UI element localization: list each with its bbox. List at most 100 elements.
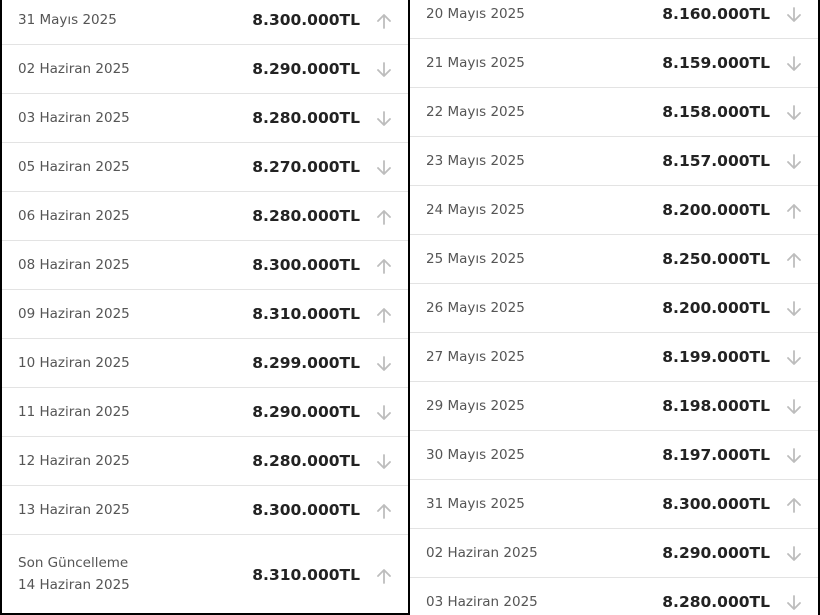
price-value: 8.200.000TL (662, 201, 770, 219)
price-date: 31 Mayıs 2025 (426, 496, 525, 512)
price-row: 30 Mayıs 2025 8.197.000TL (410, 431, 818, 480)
price-date: 06 Haziran 2025 (18, 208, 130, 224)
price-row: 02 Haziran 2025 8.290.000TL (410, 529, 818, 578)
price-row: 23 Mayıs 2025 8.157.000TL (410, 137, 818, 186)
price-value: 8.280.000TL (662, 593, 770, 611)
arrow-up-icon (376, 258, 392, 274)
price-date: 25 Mayıs 2025 (426, 251, 525, 267)
price-value: 8.280.000TL (252, 452, 360, 470)
price-date: 02 Haziran 2025 (18, 61, 130, 77)
price-date: 20 Mayıs 2025 (426, 6, 525, 22)
price-row: 22 Mayıs 2025 8.158.000TL (410, 88, 818, 137)
price-row: 26 Mayıs 2025 8.200.000TL (410, 284, 818, 333)
last-update-label: Son Güncelleme (18, 555, 129, 571)
price-row: 09 Haziran 2025 8.310.000TL (2, 290, 408, 339)
price-row: 29 Mayıs 2025 8.198.000TL (410, 382, 818, 431)
price-value: 8.300.000TL (252, 501, 360, 519)
price-row: 31 Mayıs 2025 8.300.000TL (2, 0, 408, 45)
price-value: 8.280.000TL (252, 207, 360, 225)
price-value: 8.290.000TL (662, 544, 770, 562)
price-row: 31 Mayıs 2025 8.300.000TL (410, 480, 818, 529)
price-date: 02 Haziran 2025 (426, 545, 538, 561)
price-row: 24 Mayıs 2025 8.200.000TL (410, 186, 818, 235)
price-row: 25 Mayıs 2025 8.250.000TL (410, 235, 818, 284)
price-row: 27 Mayıs 2025 8.199.000TL (410, 333, 818, 382)
last-update-date: 14 Haziran 2025 (18, 577, 130, 593)
price-row: 21 Mayıs 2025 8.159.000TL (410, 39, 818, 88)
price-date: 13 Haziran 2025 (18, 502, 130, 518)
price-row: 05 Haziran 2025 8.270.000TL (2, 143, 408, 192)
arrow-down-icon (786, 105, 802, 121)
price-date: 03 Haziran 2025 (18, 110, 130, 126)
arrow-down-icon (376, 405, 392, 421)
price-date: 12 Haziran 2025 (18, 453, 130, 469)
price-value: 8.310.000TL (252, 566, 360, 584)
price-value: 8.299.000TL (252, 354, 360, 372)
price-value: 8.158.000TL (662, 103, 770, 121)
price-date: 30 Mayıs 2025 (426, 447, 525, 463)
price-value: 8.250.000TL (662, 250, 770, 268)
price-value: 8.160.000TL (662, 5, 770, 23)
arrow-down-icon (376, 62, 392, 78)
price-date: 24 Mayıs 2025 (426, 202, 525, 218)
price-row: 13 Haziran 2025 8.300.000TL (2, 486, 408, 535)
price-value: 8.310.000TL (252, 305, 360, 323)
arrow-up-icon (376, 307, 392, 323)
price-date: 26 Mayıs 2025 (426, 300, 525, 316)
price-row: 10 Haziran 2025 8.299.000TL (2, 339, 408, 388)
price-value: 8.300.000TL (662, 495, 770, 513)
price-date: 10 Haziran 2025 (18, 355, 130, 371)
arrow-down-icon (786, 154, 802, 170)
arrow-down-icon (786, 7, 802, 23)
price-history-left-panel: 31 Mayıs 2025 8.300.000TL 02 Haziran 2025 8… (2, 0, 408, 613)
last-update-row: Son Güncelleme 14 Haziran 2025 8.310.000TL (2, 535, 408, 613)
price-value: 8.159.000TL (662, 54, 770, 72)
price-date: 03 Haziran 2025 (426, 594, 538, 610)
price-row: 06 Haziran 2025 8.280.000TL (2, 192, 408, 241)
arrow-up-icon (376, 568, 392, 584)
price-value: 8.290.000TL (252, 60, 360, 78)
arrow-down-icon (786, 56, 802, 72)
arrow-down-icon (786, 301, 802, 317)
arrow-down-icon (376, 454, 392, 470)
price-date: 31 Mayıs 2025 (18, 12, 117, 28)
price-row: 03 Haziran 2025 8.280.000TL (2, 94, 408, 143)
arrow-down-icon (376, 160, 392, 176)
arrow-up-icon (786, 203, 802, 219)
arrow-up-icon (376, 209, 392, 225)
price-row: 11 Haziran 2025 8.290.000TL (2, 388, 408, 437)
price-value: 8.270.000TL (252, 158, 360, 176)
arrow-down-icon (786, 350, 802, 366)
arrow-down-icon (786, 595, 802, 611)
price-date: 11 Haziran 2025 (18, 404, 130, 420)
arrow-up-icon (786, 252, 802, 268)
price-date: 22 Mayıs 2025 (426, 104, 525, 120)
price-date: 23 Mayıs 2025 (426, 153, 525, 169)
price-row: 20 Mayıs 2025 8.160.000TL (410, 0, 818, 39)
arrow-down-icon (786, 448, 802, 464)
price-date: 29 Mayıs 2025 (426, 398, 525, 414)
arrow-down-icon (786, 546, 802, 562)
price-date: 08 Haziran 2025 (18, 257, 130, 273)
price-row: 08 Haziran 2025 8.300.000TL (2, 241, 408, 290)
price-date: 21 Mayıs 2025 (426, 55, 525, 71)
price-value: 8.198.000TL (662, 397, 770, 415)
arrow-up-icon (376, 13, 392, 29)
price-date: 27 Mayıs 2025 (426, 349, 525, 365)
price-value: 8.280.000TL (252, 109, 360, 127)
price-value: 8.200.000TL (662, 299, 770, 317)
price-row: 02 Haziran 2025 8.290.000TL (2, 45, 408, 94)
price-value: 8.199.000TL (662, 348, 770, 366)
price-value: 8.300.000TL (252, 256, 360, 274)
price-row: 03 Haziran 2025 8.280.000TL (410, 578, 818, 615)
price-value: 8.197.000TL (662, 446, 770, 464)
price-row: 12 Haziran 2025 8.280.000TL (2, 437, 408, 486)
price-value: 8.157.000TL (662, 152, 770, 170)
arrow-down-icon (376, 111, 392, 127)
price-date: 05 Haziran 2025 (18, 159, 130, 175)
arrow-down-icon (786, 399, 802, 415)
arrow-up-icon (786, 497, 802, 513)
arrow-up-icon (376, 503, 392, 519)
arrow-down-icon (376, 356, 392, 372)
price-date: 09 Haziran 2025 (18, 306, 130, 322)
